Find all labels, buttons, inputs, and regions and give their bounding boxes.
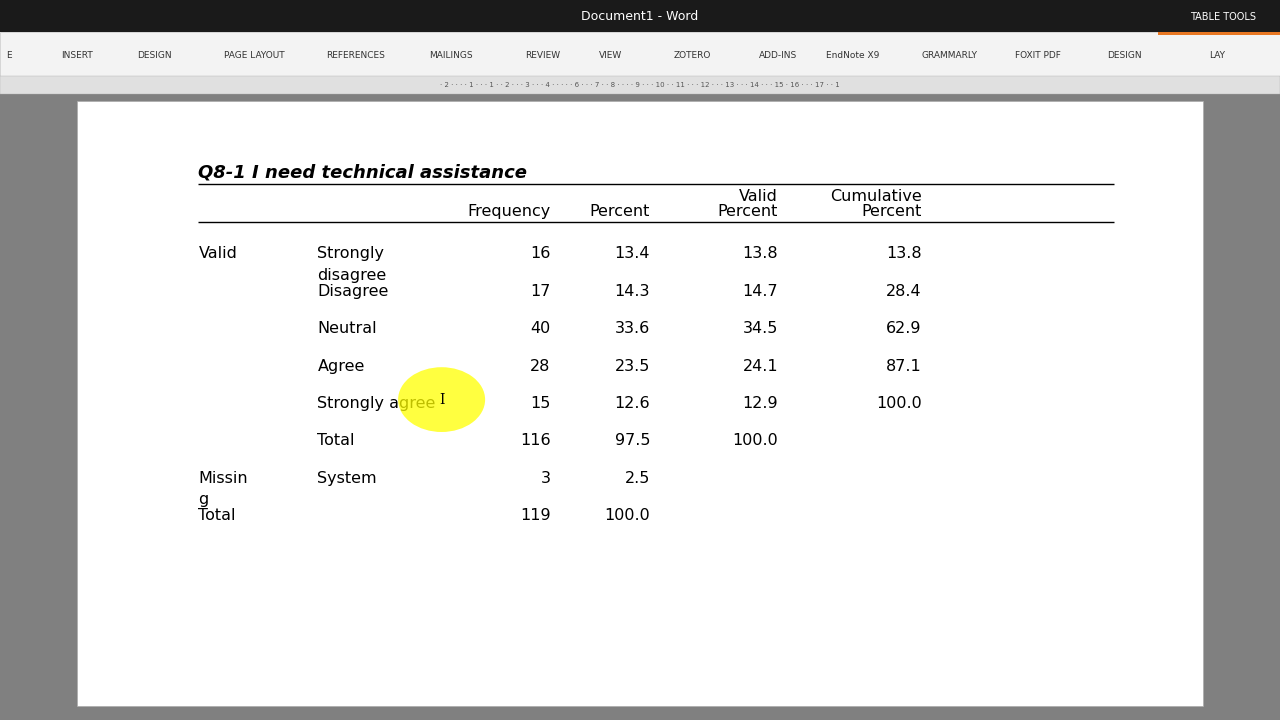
Text: 33.6: 33.6 xyxy=(614,321,650,336)
Text: 119: 119 xyxy=(520,508,550,523)
Text: 2.5: 2.5 xyxy=(625,471,650,486)
Text: DESIGN: DESIGN xyxy=(137,51,172,60)
Text: Valid: Valid xyxy=(740,189,778,204)
Text: Disagree: Disagree xyxy=(317,284,389,299)
Text: INSERT: INSERT xyxy=(61,51,93,60)
Text: 24.1: 24.1 xyxy=(742,359,778,374)
Text: 40: 40 xyxy=(530,321,550,336)
Text: Percent: Percent xyxy=(590,204,650,219)
Text: Frequency: Frequency xyxy=(467,204,550,219)
Text: 13.4: 13.4 xyxy=(614,246,650,261)
Text: System: System xyxy=(317,471,378,486)
FancyBboxPatch shape xyxy=(1158,32,1280,35)
Text: Percent: Percent xyxy=(718,204,778,219)
Text: 34.5: 34.5 xyxy=(742,321,778,336)
Text: Strongly agree: Strongly agree xyxy=(317,396,435,411)
FancyBboxPatch shape xyxy=(77,101,1203,706)
Text: · 2 · · · · 1 · · · 1 · · 2 · · · 3 · · · 4 · · · · · 6 · · · 7 · · 8 · · · · 9 : · 2 · · · · 1 · · · 1 · · 2 · · · 3 · · … xyxy=(440,82,840,88)
FancyBboxPatch shape xyxy=(0,32,1280,76)
FancyBboxPatch shape xyxy=(0,76,1280,94)
Text: Cumulative: Cumulative xyxy=(829,189,922,204)
Text: Total: Total xyxy=(198,508,236,523)
Text: EndNote X9: EndNote X9 xyxy=(826,51,879,60)
Text: I: I xyxy=(439,392,444,407)
Text: DESIGN: DESIGN xyxy=(1107,51,1142,60)
Text: ZOTERO: ZOTERO xyxy=(673,51,710,60)
Text: 28.4: 28.4 xyxy=(886,284,922,299)
Text: 87.1: 87.1 xyxy=(886,359,922,374)
Text: PAGE LAYOUT: PAGE LAYOUT xyxy=(224,51,284,60)
Text: 14.3: 14.3 xyxy=(614,284,650,299)
Text: 16: 16 xyxy=(530,246,550,261)
FancyBboxPatch shape xyxy=(0,0,1280,32)
Text: LAY: LAY xyxy=(1210,51,1226,60)
Text: Valid: Valid xyxy=(198,246,237,261)
Text: 116: 116 xyxy=(520,433,550,449)
Text: 100.0: 100.0 xyxy=(604,508,650,523)
Text: 12.6: 12.6 xyxy=(614,396,650,411)
Text: E: E xyxy=(6,51,12,60)
Text: Total: Total xyxy=(317,433,355,449)
Text: 12.9: 12.9 xyxy=(742,396,778,411)
Text: g: g xyxy=(198,492,209,508)
Text: 15: 15 xyxy=(530,396,550,411)
Text: Neutral: Neutral xyxy=(317,321,378,336)
Text: disagree: disagree xyxy=(317,268,387,283)
Text: 14.7: 14.7 xyxy=(742,284,778,299)
Text: MAILINGS: MAILINGS xyxy=(429,51,472,60)
Text: 100.0: 100.0 xyxy=(876,396,922,411)
Text: 23.5: 23.5 xyxy=(614,359,650,374)
Text: 3: 3 xyxy=(540,471,550,486)
Text: VIEW: VIEW xyxy=(599,51,622,60)
Ellipse shape xyxy=(398,367,485,432)
Text: 97.5: 97.5 xyxy=(614,433,650,449)
Text: Document1 - Word: Document1 - Word xyxy=(581,10,699,23)
Text: GRAMMARLY: GRAMMARLY xyxy=(922,51,978,60)
Text: Agree: Agree xyxy=(317,359,365,374)
Text: REFERENCES: REFERENCES xyxy=(326,51,385,60)
Text: Missin: Missin xyxy=(198,471,248,486)
Text: TABLE TOOLS: TABLE TOOLS xyxy=(1190,12,1257,22)
Text: Q8-1 I need technical assistance: Q8-1 I need technical assistance xyxy=(198,164,527,182)
Text: 17: 17 xyxy=(530,284,550,299)
Text: 13.8: 13.8 xyxy=(742,246,778,261)
Text: ADD-INS: ADD-INS xyxy=(759,51,797,60)
Text: 28: 28 xyxy=(530,359,550,374)
Text: Percent: Percent xyxy=(861,204,922,219)
Text: Strongly: Strongly xyxy=(317,246,384,261)
Text: 62.9: 62.9 xyxy=(886,321,922,336)
Text: 13.8: 13.8 xyxy=(886,246,922,261)
Text: 100.0: 100.0 xyxy=(732,433,778,449)
FancyBboxPatch shape xyxy=(0,94,1280,720)
Text: REVIEW: REVIEW xyxy=(525,51,559,60)
Text: FOXIT PDF: FOXIT PDF xyxy=(1015,51,1061,60)
